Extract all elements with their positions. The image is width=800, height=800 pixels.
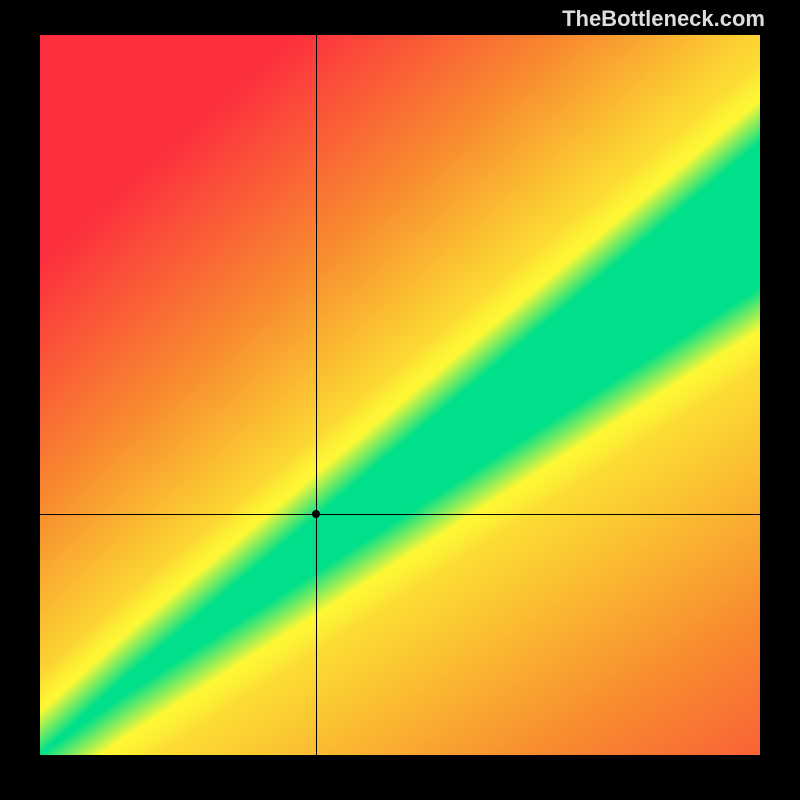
crosshair-horizontal xyxy=(40,514,760,515)
crosshair-vertical xyxy=(316,35,317,755)
heatmap-canvas xyxy=(40,35,760,755)
watermark-text: TheBottleneck.com xyxy=(562,6,765,32)
heatmap-plot xyxy=(40,35,760,755)
crosshair-marker xyxy=(312,510,320,518)
